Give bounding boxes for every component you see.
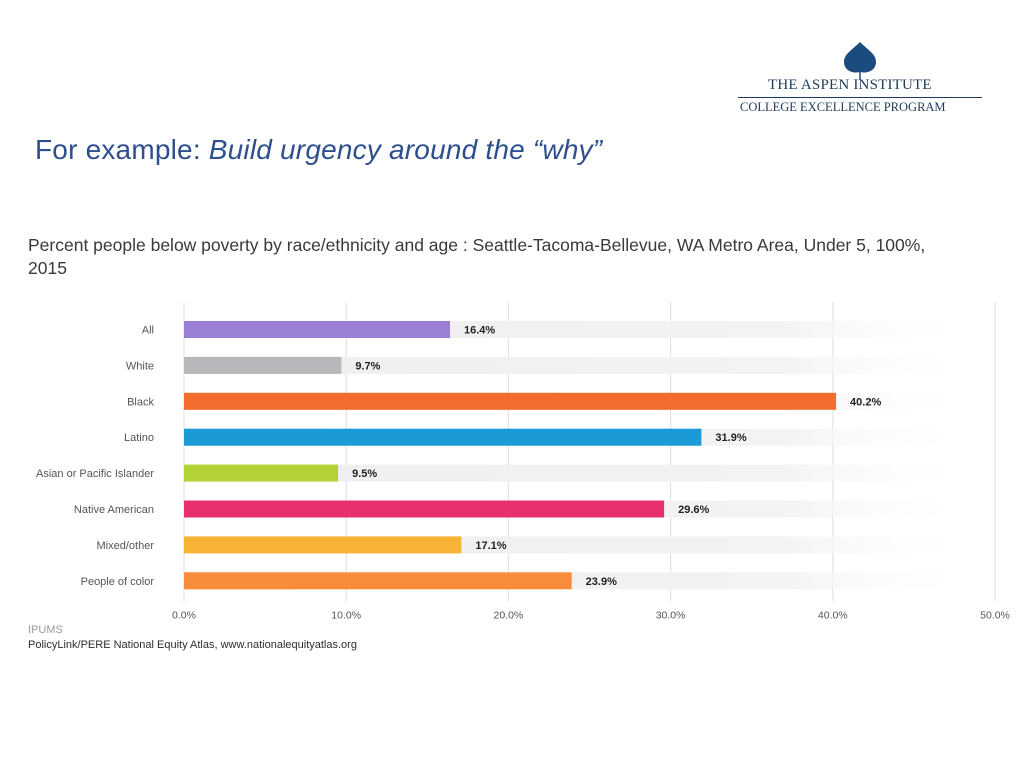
value-label: 17.1% xyxy=(475,540,506,552)
leaf-icon xyxy=(844,42,876,80)
value-label: 9.5% xyxy=(352,468,377,480)
bar xyxy=(184,464,339,482)
bar xyxy=(184,428,702,446)
logo-divider xyxy=(738,97,982,98)
x-tick-label: 50.0% xyxy=(980,609,1010,620)
bar xyxy=(184,536,462,554)
bar-track xyxy=(184,356,980,374)
source-line-2: PolicyLink/PERE National Equity Atlas, w… xyxy=(28,639,357,651)
category-label: White xyxy=(126,360,154,372)
x-tick-label: 30.0% xyxy=(656,609,686,620)
value-label: 29.6% xyxy=(678,504,709,516)
category-label: All xyxy=(142,325,154,337)
category-label: Latino xyxy=(124,432,154,444)
bar xyxy=(184,392,837,410)
bar xyxy=(184,500,665,518)
value-label: 9.7% xyxy=(355,360,380,372)
x-tick-label: 20.0% xyxy=(494,609,524,620)
aspen-logo: THE ASPEN INSTITUTE COLLEGE EXCELLENCE P… xyxy=(738,40,982,120)
value-label: 23.9% xyxy=(586,576,617,588)
category-label: Native American xyxy=(74,504,154,516)
category-label: Mixed/other xyxy=(97,540,155,552)
value-label: 16.4% xyxy=(464,325,495,337)
category-label: Black xyxy=(127,396,154,408)
logo-name: THE ASPEN INSTITUTE xyxy=(768,77,932,93)
source-line-1: IPUMS xyxy=(28,624,63,636)
bar xyxy=(184,321,451,338)
value-label: 31.9% xyxy=(715,432,746,444)
logo-program: COLLEGE EXCELLENCE PROGRAM xyxy=(740,100,946,114)
slide-title-prefix: For example: xyxy=(35,134,209,165)
bar xyxy=(184,572,572,590)
chart-title: Percent people below poverty by race/eth… xyxy=(28,235,926,278)
slide-title: For example: Build urgency around the “w… xyxy=(35,134,602,166)
bar-chart: All 16.4% White 9.7% Black 40.2% Latino 31.9% As… xyxy=(36,302,1010,620)
x-tick-label: 10.0% xyxy=(331,609,361,620)
bar xyxy=(184,356,342,374)
x-tick-label: 0.0% xyxy=(172,609,196,620)
value-label: 40.2% xyxy=(850,396,881,408)
bar-track xyxy=(184,464,980,482)
slide-title-emphasis: Build urgency around the “why” xyxy=(208,134,603,165)
category-label: People of color xyxy=(81,576,155,588)
category-label: Asian or Pacific Islander xyxy=(36,468,154,480)
x-tick-label: 40.0% xyxy=(818,609,848,620)
